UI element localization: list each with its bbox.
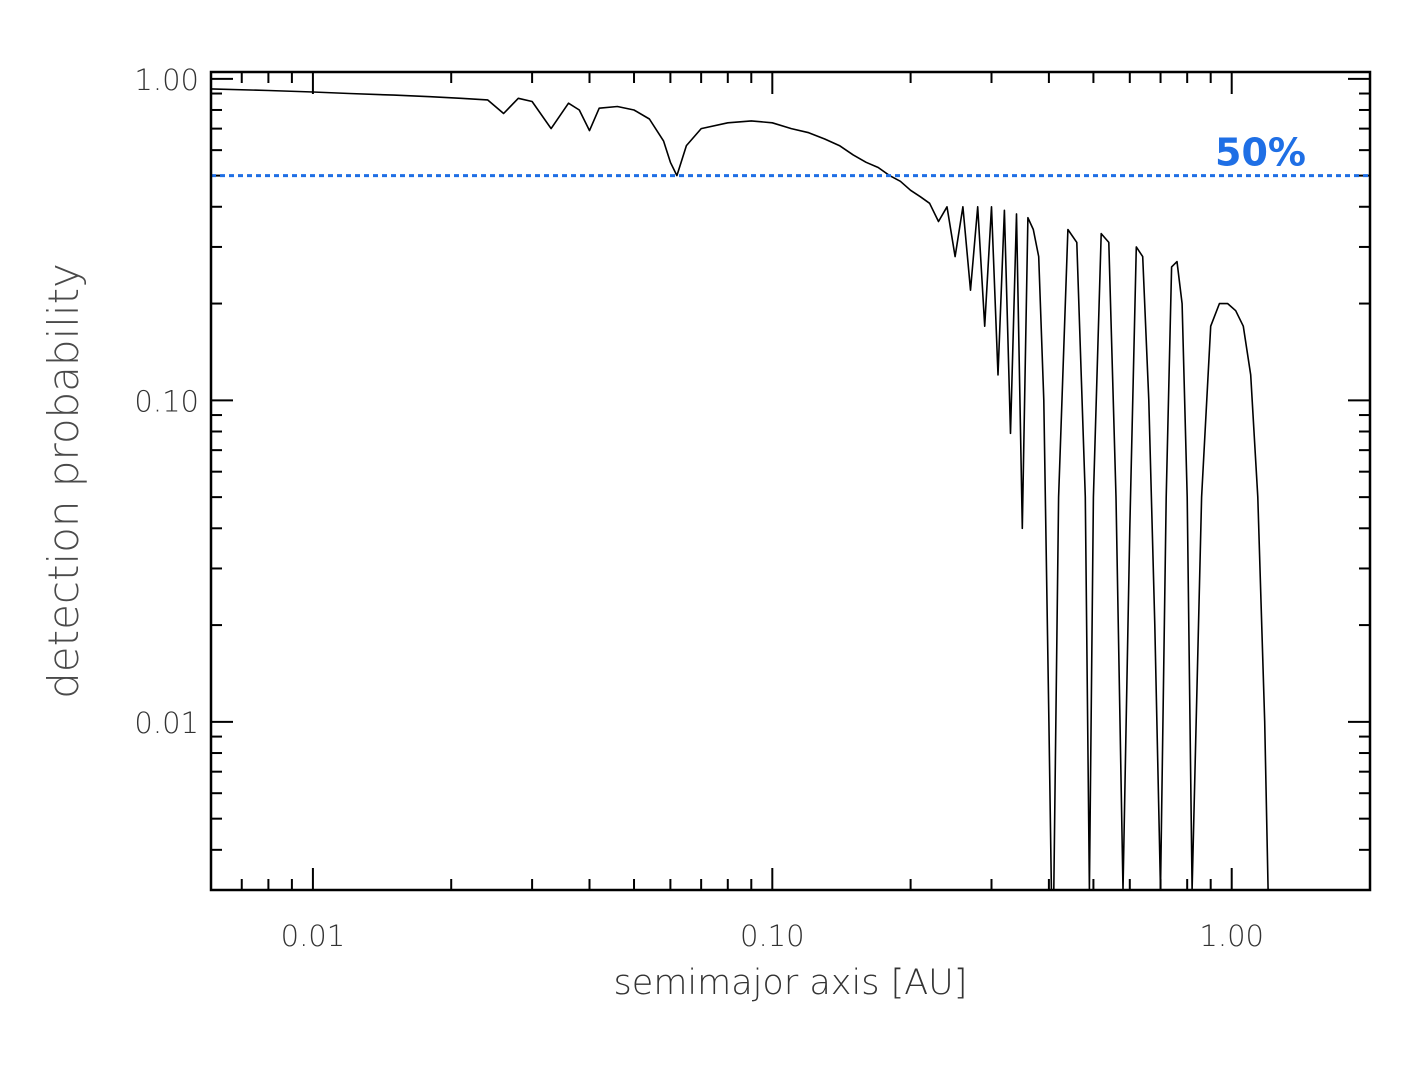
threshold-group: 50%	[211, 131, 1370, 178]
y-tick-label: 1.00	[134, 63, 199, 97]
x-tick-label: 0.01	[281, 919, 346, 953]
threshold-label: 50%	[1215, 131, 1306, 175]
tick-labels: 0.01 0.10 1.00 0.01 0.10 1.00	[134, 63, 1264, 953]
axis-ticks	[210, 72, 1371, 891]
series-group	[211, 88, 1269, 890]
series-line-0	[211, 88, 1269, 890]
y-tick-label: 0.10	[134, 384, 199, 418]
y-tick-label: 0.01	[134, 706, 199, 740]
x-tick-label: 0.10	[740, 919, 805, 953]
y-axis-label: detection probability	[39, 263, 88, 699]
x-axis-label: semimajor axis [AU]	[614, 963, 968, 1003]
plot-frame	[209, 70, 1372, 892]
x-tick-label: 1.00	[1199, 919, 1264, 953]
